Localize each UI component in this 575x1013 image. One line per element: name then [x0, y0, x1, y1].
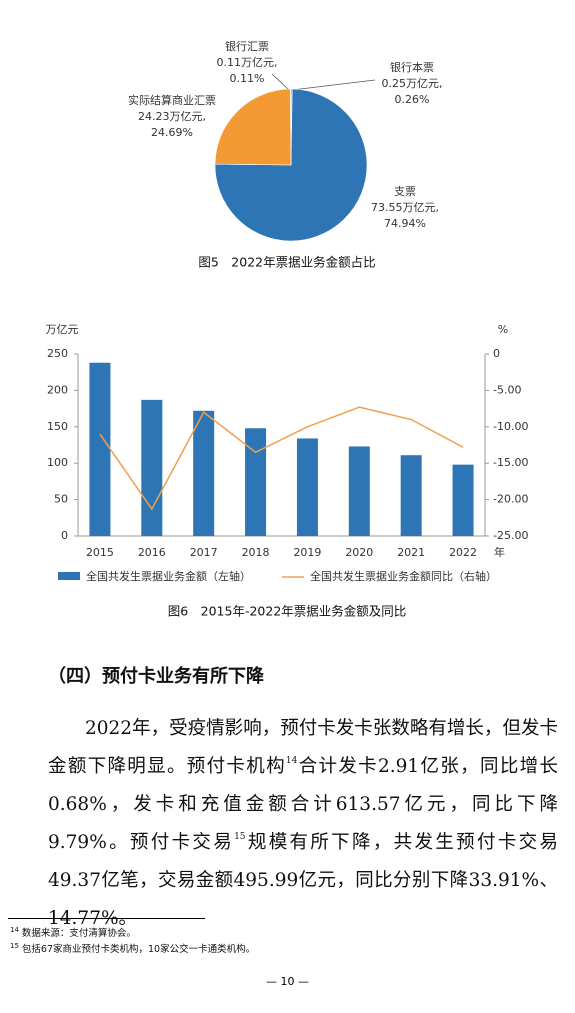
x-tick-label: 2018	[242, 546, 270, 559]
x-tick-label: 2017	[190, 546, 218, 559]
bar	[400, 455, 422, 536]
slice-percent: 24.69%	[151, 126, 193, 139]
paragraph: 2022年，受疫情影响，预付卡发卡张数略有增长，但发卡金额下降明显。预付卡机构1…	[48, 710, 558, 938]
text: 2022年，受疫情影响，预付卡发卡张数略有增长，但发卡金额下降明显。预付卡机构	[48, 718, 558, 777]
slice-amount: 24.23万亿元,	[138, 110, 206, 123]
y-tick-label: 200	[47, 383, 68, 396]
slice-label: 支票	[394, 185, 416, 198]
slice-label: 银行汇票	[225, 39, 269, 53]
y2-tick-label: -5.00	[493, 383, 521, 396]
x-tick-label: 2022	[449, 546, 477, 559]
leader-line	[291, 79, 376, 91]
bar	[452, 464, 474, 536]
slice-label: 银行本票	[390, 60, 434, 74]
legend-swatch	[58, 572, 80, 580]
bar	[296, 438, 318, 536]
x-tick-label: 2015	[86, 546, 114, 559]
legend-label: 全国共发生票据业务金额（左轴）	[86, 569, 251, 583]
slice-percent: 0.11%	[230, 72, 265, 85]
bar	[245, 428, 267, 536]
leader-line	[271, 73, 290, 91]
y-tick-label: 100	[47, 456, 68, 469]
pie-slice	[214, 88, 292, 166]
x-tick-label: 2021	[397, 546, 425, 559]
footnote-ref: 14	[285, 756, 298, 766]
legend-label: 全国共发生票据业务金额同比（右轴）	[310, 569, 497, 583]
y2-tick-label: -25.00	[493, 529, 528, 542]
y2-tick-label: -10.00	[493, 420, 528, 433]
x-tick-label: 2019	[293, 546, 321, 559]
slice-percent: 0.26%	[395, 93, 430, 106]
footnote: 14 数据来源：支付清算协会。	[10, 925, 136, 939]
bar	[141, 399, 163, 536]
footnote-text: 包括67家商业预付卡类机构，10家公交一卡通类机构。	[21, 944, 256, 955]
pie-title: 图5 2022年票据业务金额占比	[198, 255, 375, 270]
footnote-marker: 14	[10, 926, 19, 934]
x-tick-label: 2016	[138, 546, 166, 559]
bar	[89, 362, 111, 536]
text: 规模有所下降，共发生预付卡交易49.37亿笔，交易金额495.99亿元，同比分别…	[48, 832, 558, 929]
x-unit: 年	[494, 545, 505, 559]
footnote-text: 数据来源：支付清算协会。	[21, 928, 136, 939]
footnote: 15 包括67家商业预付卡类机构，10家公交一卡通类机构。	[10, 941, 255, 955]
pie-slice	[214, 88, 368, 242]
section-heading: （四）预付卡业务有所下降	[48, 666, 264, 687]
y-tick-label: 50	[54, 493, 68, 506]
y-tick-label: 0	[61, 529, 68, 542]
y-axis-label: 万亿元	[46, 323, 79, 336]
y2-tick-label: -15.00	[493, 456, 528, 469]
slice-percent: 74.94%	[384, 217, 426, 230]
y2-axis-label: %	[498, 323, 508, 336]
combo-title: 图6 2015年-2022年票据业务金额及同比	[168, 604, 407, 619]
pie-slice	[290, 88, 292, 166]
footnote-ref: 15	[234, 832, 246, 842]
line-series	[99, 406, 464, 511]
y-tick-label: 150	[47, 420, 68, 433]
y2-tick-label: 0	[493, 347, 500, 360]
x-tick-label: 2020	[345, 546, 373, 559]
bar	[348, 446, 370, 536]
text: 合计发卡2.91亿张，同比增长0.68%，发卡和充值金额合计613.57亿元，同…	[48, 756, 558, 853]
footnote-rule	[8, 918, 205, 919]
slice-amount: 0.25万亿元,	[382, 77, 443, 90]
slice-amount: 0.11万亿元,	[217, 56, 278, 69]
y-tick-label: 250	[47, 347, 68, 360]
bar	[193, 410, 215, 536]
slice-label: 实际结算商业汇票	[128, 93, 216, 107]
page-number: — 10 —	[266, 975, 309, 988]
slice-amount: 73.55万亿元,	[371, 201, 439, 214]
y2-tick-label: -20.00	[493, 493, 528, 506]
charts: 图5 2022年票据业务金额占比 万亿元 % 年 图6 2015年-2022年票…	[46, 39, 529, 619]
footnote-marker: 15	[10, 942, 19, 950]
